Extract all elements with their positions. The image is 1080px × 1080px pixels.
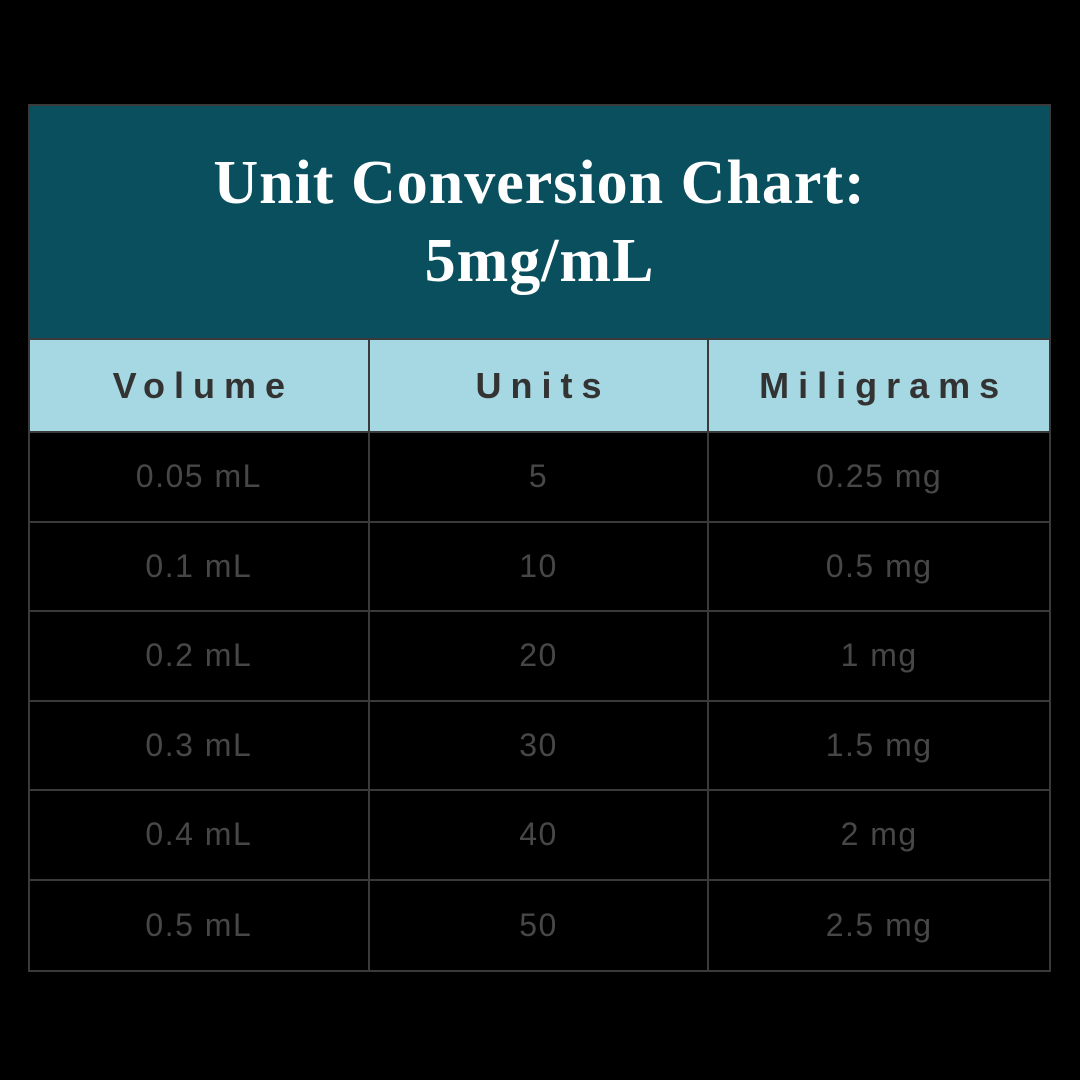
table-cell-miligrams: 2.5 mg	[709, 880, 1049, 970]
column-header-units: Units	[369, 340, 710, 433]
table-cell-volume: 0.4 mL	[30, 791, 370, 881]
column-header-miligrams: Miligrams	[709, 340, 1049, 433]
column-header-volume: Volume	[30, 340, 370, 433]
table-cell-units: 10	[369, 522, 710, 612]
table-cell-miligrams: 1.5 mg	[709, 701, 1049, 791]
table-cell-volume: 0.05 mL	[30, 433, 370, 523]
conversion-table: Volume Units Miligrams 0.05 mL 5 0.25 mg…	[30, 340, 1049, 970]
page-title: Unit Conversion Chart:	[213, 149, 866, 217]
chart-title-band: Unit Conversion Chart: 5mg/mL	[30, 106, 1049, 340]
table-cell-miligrams: 1 mg	[709, 612, 1049, 702]
page-subtitle: 5mg/mL	[424, 227, 655, 295]
conversion-chart: Unit Conversion Chart: 5mg/mL Volume Uni…	[28, 104, 1051, 972]
table-cell-units: 20	[369, 612, 710, 702]
table-cell-volume: 0.2 mL	[30, 612, 370, 702]
table-cell-volume: 0.3 mL	[30, 701, 370, 791]
table-cell-units: 5	[369, 433, 710, 523]
table-cell-miligrams: 0.25 mg	[709, 433, 1049, 523]
table-cell-miligrams: 0.5 mg	[709, 522, 1049, 612]
table-cell-volume: 0.1 mL	[30, 522, 370, 612]
table-cell-units: 50	[369, 880, 710, 970]
table-cell-volume: 0.5 mL	[30, 880, 370, 970]
table-cell-units: 40	[369, 791, 710, 881]
table-cell-miligrams: 2 mg	[709, 791, 1049, 881]
table-cell-units: 30	[369, 701, 710, 791]
